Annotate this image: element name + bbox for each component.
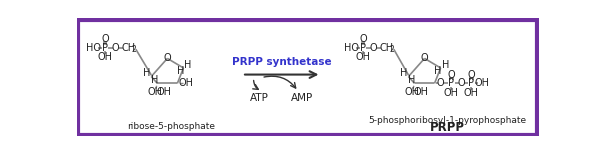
Text: P: P	[102, 43, 108, 53]
Text: O: O	[448, 70, 455, 80]
Text: HO: HO	[344, 43, 359, 53]
Text: P: P	[448, 78, 454, 88]
Text: O: O	[421, 53, 428, 63]
Text: OH: OH	[413, 87, 428, 97]
Text: HO: HO	[86, 43, 101, 53]
Text: OH: OH	[156, 87, 171, 97]
Text: O: O	[101, 34, 109, 44]
Text: O: O	[467, 70, 475, 80]
Text: O: O	[458, 78, 465, 88]
Text: H: H	[408, 75, 415, 85]
Text: OH: OH	[355, 52, 370, 62]
Text: H: H	[442, 60, 449, 70]
FancyArrowPatch shape	[253, 80, 258, 89]
Text: H: H	[177, 66, 184, 76]
Text: OH: OH	[464, 88, 479, 98]
Text: H: H	[151, 75, 158, 85]
Text: OH: OH	[148, 87, 163, 97]
Text: O: O	[437, 78, 445, 88]
Text: OH: OH	[444, 88, 459, 98]
Text: P: P	[469, 78, 475, 88]
Text: O: O	[359, 34, 367, 44]
Text: PRPP synthetase: PRPP synthetase	[232, 57, 332, 67]
Text: O: O	[112, 43, 119, 53]
Text: 5-phosphoribosyl-1-pyrophosphate: 5-phosphoribosyl-1-pyrophosphate	[368, 116, 527, 125]
Text: ATP: ATP	[250, 93, 268, 103]
Text: O: O	[164, 53, 171, 63]
Text: H: H	[143, 68, 151, 78]
Text: H: H	[434, 66, 441, 76]
Text: PRPP: PRPP	[430, 121, 465, 134]
Text: O: O	[370, 43, 377, 53]
Text: OH: OH	[178, 78, 193, 88]
Text: P: P	[360, 43, 366, 53]
Text: OH: OH	[405, 87, 420, 97]
Text: OH: OH	[475, 78, 490, 88]
Text: CH: CH	[122, 43, 136, 53]
Text: 2: 2	[131, 45, 136, 54]
Text: H: H	[184, 60, 192, 70]
FancyArrowPatch shape	[264, 76, 296, 88]
Text: AMP: AMP	[291, 93, 313, 103]
Text: CH: CH	[380, 43, 394, 53]
Text: H: H	[400, 68, 407, 78]
Text: 2: 2	[389, 45, 394, 54]
Text: ribose-5-phosphate: ribose-5-phosphate	[127, 122, 215, 131]
Text: OH: OH	[97, 52, 112, 62]
